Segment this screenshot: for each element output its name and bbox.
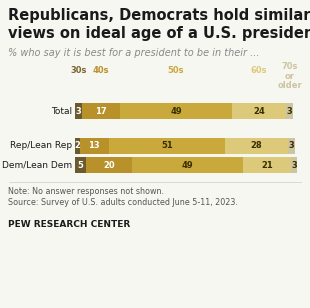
Text: 70s
or
older: 70s or older xyxy=(277,62,302,91)
Bar xyxy=(75,157,86,173)
Text: Note: No answer responses not shown.: Note: No answer responses not shown. xyxy=(8,187,164,196)
Bar xyxy=(286,103,293,119)
Text: 20: 20 xyxy=(103,160,115,169)
Bar xyxy=(288,138,295,154)
Text: 49: 49 xyxy=(182,160,193,169)
Text: 2: 2 xyxy=(74,141,80,151)
Text: 24: 24 xyxy=(253,107,265,116)
Text: Republicans, Democrats hold similar
views on ideal age of a U.S. president: Republicans, Democrats hold similar view… xyxy=(8,8,310,41)
Text: Rep/Lean Rep: Rep/Lean Rep xyxy=(10,141,72,151)
Bar xyxy=(291,157,298,173)
Bar xyxy=(75,103,82,119)
Text: 3: 3 xyxy=(291,160,297,169)
Text: Dem/Lean Dem: Dem/Lean Dem xyxy=(2,160,72,169)
Bar xyxy=(232,103,286,119)
Text: PEW RESEARCH CENTER: PEW RESEARCH CENTER xyxy=(8,220,130,229)
Text: Total: Total xyxy=(51,107,72,116)
Text: 30s: 30s xyxy=(70,66,86,75)
Text: 60s: 60s xyxy=(250,66,267,75)
Text: % who say it is best for a president to be in their ...: % who say it is best for a president to … xyxy=(8,48,259,58)
Text: 51: 51 xyxy=(161,141,173,151)
Bar xyxy=(243,157,291,173)
Bar xyxy=(80,138,109,154)
Text: 21: 21 xyxy=(261,160,273,169)
Text: Source: Survey of U.S. adults conducted June 5-11, 2023.: Source: Survey of U.S. adults conducted … xyxy=(8,198,238,207)
Bar xyxy=(75,138,80,154)
Text: 3: 3 xyxy=(76,107,81,116)
Bar xyxy=(120,103,232,119)
Bar xyxy=(109,138,225,154)
Text: 50s: 50s xyxy=(168,66,184,75)
Bar xyxy=(86,157,132,173)
Text: 40s: 40s xyxy=(93,66,109,75)
Text: 17: 17 xyxy=(95,107,107,116)
Text: 3: 3 xyxy=(287,107,292,116)
Text: 28: 28 xyxy=(251,141,262,151)
Text: 5: 5 xyxy=(78,160,84,169)
Text: 49: 49 xyxy=(170,107,182,116)
Bar xyxy=(225,138,288,154)
Bar xyxy=(132,157,243,173)
Text: 3: 3 xyxy=(289,141,295,151)
Bar xyxy=(82,103,120,119)
Text: 13: 13 xyxy=(88,141,100,151)
